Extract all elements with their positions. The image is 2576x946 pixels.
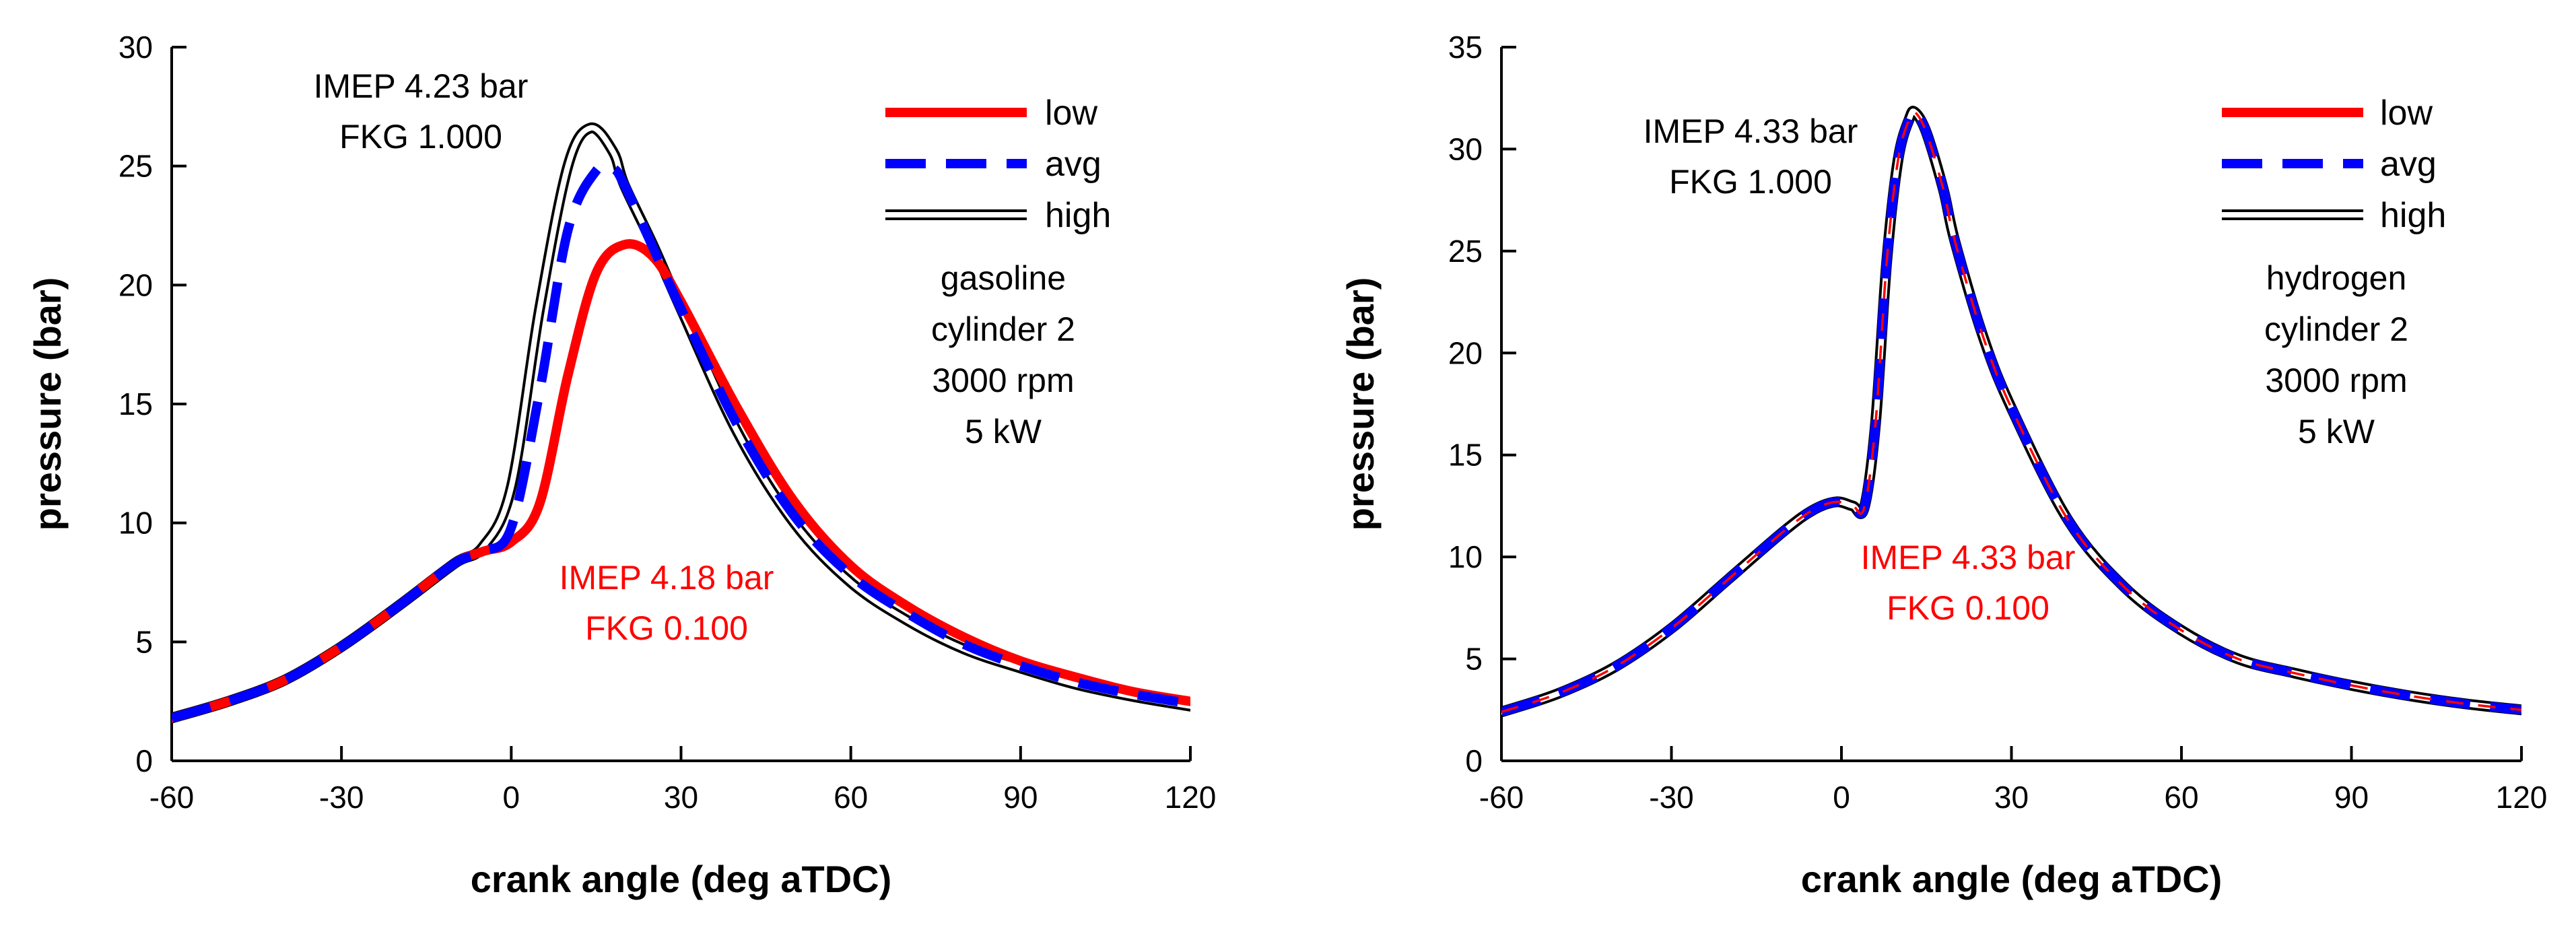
x-axis-title: crank angle (deg aTDC) — [471, 858, 891, 900]
annotation-low: FKG 0.100 — [1887, 589, 2049, 627]
annotation-conditions: 3000 rpm — [932, 362, 1074, 399]
chart-hydrogen: 0 5 10 15 20 25 30 35 -60 -30 0 30 60 90 120 crank angl… — [1339, 30, 2547, 900]
legend-label-low: low — [1045, 94, 1097, 133]
y-tick-label: 30 — [118, 30, 153, 65]
y-tick-label: 20 — [118, 267, 153, 302]
x-tick-label: 90 — [2334, 780, 2369, 815]
series-low-line — [1501, 110, 2521, 713]
chart-gasoline: 0 5 10 15 20 25 30 -60 -30 0 30 60 90 120 crank angle … — [26, 30, 1216, 900]
x-tick-label: 0 — [1833, 780, 1850, 815]
y-tick-label: 5 — [135, 624, 153, 659]
y-tick-label: 25 — [1448, 234, 1483, 269]
y-tick-label: 20 — [1448, 335, 1483, 370]
y-tick-label: 25 — [118, 149, 153, 184]
legend-label-high: high — [2380, 196, 2446, 235]
x-tick-label: -30 — [1649, 780, 1693, 815]
annotation-low: IMEP 4.18 bar — [560, 559, 774, 597]
x-axis-title: crank angle (deg aTDC) — [1801, 858, 2222, 900]
x-tick-label: -60 — [1479, 780, 1524, 815]
x-tick-label: 0 — [503, 780, 520, 815]
annotation-high: FKG 1.000 — [1669, 163, 1832, 201]
x-tick-label: 30 — [1994, 780, 2029, 815]
annotation-high: IMEP 4.23 bar — [314, 67, 529, 105]
annotation-conditions: gasoline — [941, 259, 1066, 297]
x-tick-label: 30 — [664, 780, 698, 815]
y-tick-label: 10 — [118, 506, 153, 541]
x-tick-label: -30 — [319, 780, 364, 815]
y-tick-label: 0 — [135, 743, 153, 778]
y-tick-label: 15 — [1448, 438, 1483, 473]
series-group — [172, 123, 1190, 724]
series-group — [1501, 106, 2521, 718]
legend: low avg high — [885, 94, 1111, 235]
y-tick-label: 35 — [1448, 30, 1483, 65]
annotation-conditions: 3000 rpm — [2265, 362, 2407, 399]
legend-label-low: low — [2380, 94, 2433, 133]
x-tick-label: 90 — [1003, 780, 1038, 815]
legend-label-avg: avg — [1045, 145, 1101, 184]
annotation-high: FKG 1.000 — [339, 118, 502, 156]
legend-label-high: high — [1045, 196, 1111, 235]
annotation-conditions: cylinder 2 — [2264, 310, 2408, 348]
legend-label-avg: avg — [2380, 145, 2437, 184]
series-avg-line — [172, 160, 1190, 723]
y-tick-label: 0 — [1465, 743, 1483, 778]
annotation-conditions: 5 kW — [965, 413, 1042, 450]
y-tick-label: 10 — [1448, 539, 1483, 574]
y-axis-title: pressure (bar) — [26, 277, 69, 531]
x-tick-label: 60 — [834, 780, 868, 815]
x-tick-label: 60 — [2164, 780, 2198, 815]
series-avg-line — [1501, 106, 2521, 716]
annotation-low: IMEP 4.33 bar — [1861, 539, 2076, 576]
x-tick-label: -60 — [149, 780, 194, 815]
x-tick-label: 120 — [2496, 780, 2548, 815]
annotation-conditions: hydrogen — [2266, 259, 2407, 297]
annotation-low: FKG 0.100 — [585, 609, 748, 647]
annotation-high: IMEP 4.33 bar — [1643, 112, 1858, 150]
y-tick-label: 30 — [1448, 131, 1483, 166]
y-axis-title: pressure (bar) — [1339, 277, 1382, 531]
series-low-line — [172, 239, 1190, 723]
x-tick-label: 120 — [1165, 780, 1217, 815]
y-tick-label: 5 — [1465, 642, 1483, 677]
annotation-conditions: 5 kW — [2298, 413, 2375, 450]
y-tick-label: 15 — [118, 386, 153, 421]
annotation-conditions: cylinder 2 — [931, 310, 1075, 348]
legend: low avg high — [2222, 94, 2446, 235]
